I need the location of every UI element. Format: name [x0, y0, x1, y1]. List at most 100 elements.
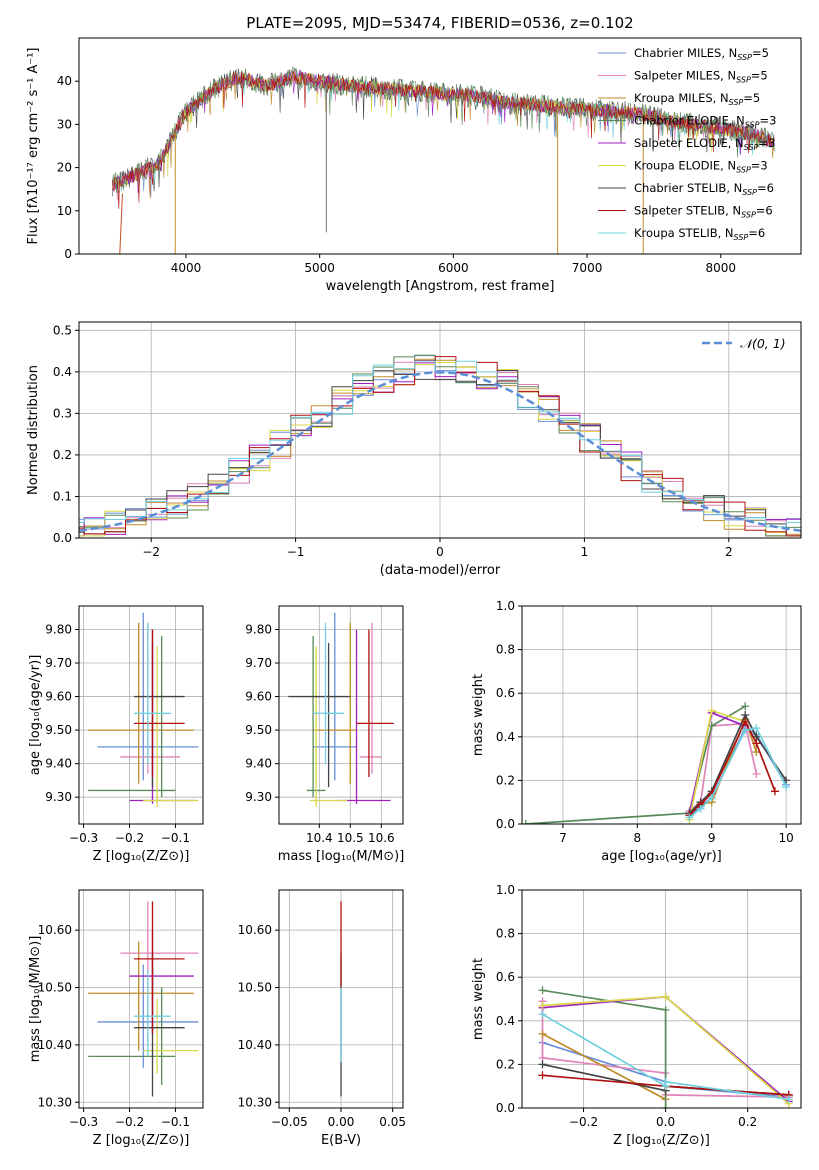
- x-tick-label: 4000: [171, 261, 202, 275]
- x-axis-label: age [log₁₀(age/yr)]: [601, 849, 722, 864]
- y-tick-label: 10: [57, 204, 72, 218]
- y-tick-label: 9.70: [245, 656, 272, 670]
- x-tick-label: 6000: [438, 261, 469, 275]
- weight-marker: [784, 1095, 793, 1104]
- weight-marker: [782, 782, 791, 791]
- weight-marker: [752, 739, 761, 748]
- x-tick-label: 5000: [304, 261, 335, 275]
- weight-marker: [538, 1060, 547, 1069]
- x-tick-label: 7: [559, 831, 567, 845]
- y-tick-label: 0: [64, 247, 72, 261]
- y-tick-label: 9.30: [45, 790, 72, 804]
- age_vs_mass-marks: [288, 612, 394, 808]
- weight-line-kroupa-elodie: [688, 709, 746, 820]
- x-tick-label: 2: [725, 545, 733, 559]
- y-tick-label: 10.40: [38, 1038, 72, 1052]
- weight-marker: [538, 1071, 547, 1080]
- axes-frame: [78, 605, 204, 825]
- x-tick-label: −0.2: [569, 1115, 598, 1129]
- y-tick-label: 0.5: [53, 323, 72, 337]
- y-tick-label: 10.30: [238, 1095, 272, 1109]
- y-tick-label: 9.50: [45, 723, 72, 737]
- mass_vs_Z-marks: [88, 901, 199, 1097]
- y-tick-label: 0.6: [496, 686, 515, 700]
- weight-line-salpeter-stelib: [688, 719, 776, 816]
- y-tick-label: 9.30: [245, 790, 272, 804]
- y-tick-label: 0.6: [496, 970, 515, 984]
- weight-marker: [661, 992, 670, 1001]
- y-tick-label: 0.4: [496, 730, 515, 744]
- axes-frame: [78, 321, 802, 539]
- x-tick-label: −0.1: [161, 1115, 190, 1129]
- y-tick-label: 9.70: [45, 656, 72, 670]
- age_vs_Z-panel: −0.3 −0.2 −0.1 9.30 9.40 9.50 9.60 9.70 9.80 Z [l…: [28, 605, 204, 864]
- weight-marker: [707, 793, 716, 802]
- weight-marker: [696, 804, 705, 813]
- y-axis-label: Flux [fλ10⁻¹⁷ erg cm⁻² s⁻¹ A⁻¹]: [26, 48, 41, 245]
- legend-label: Kroupa MILES, NSSP=5: [634, 91, 760, 107]
- x-tick-label: −0.2: [115, 831, 144, 845]
- y-tick-label: 0.2: [53, 448, 72, 462]
- gaussian-legend-label: 𝒩(0, 1): [740, 336, 786, 351]
- weight_vs_age-marks: [522, 702, 791, 824]
- mass_vs_ebv-panel: −0.05 0.00 0.05 10.30 10.40 10.50 10.60 E(B-V): [238, 889, 406, 1148]
- y-tick-label: 9.40: [245, 757, 272, 771]
- weight-marker: [661, 1104, 670, 1108]
- weight-marker: [538, 1010, 547, 1019]
- histogram-steps: [79, 354, 801, 537]
- y-tick-label: 0.3: [53, 406, 72, 420]
- x-tick-label: −0.3: [69, 1115, 98, 1129]
- spectrum-line-salpeter-stelib: [112, 70, 775, 209]
- figure-title: PLATE=2095, MJD=53474, FIBERID=0536, z=0…: [246, 14, 633, 32]
- spectrum-edge: [119, 193, 123, 254]
- axes-frame: [521, 889, 802, 1109]
- y-tick-label: 0.0: [496, 817, 515, 831]
- y-tick-label: 9.50: [245, 723, 272, 737]
- weight-marker: [538, 986, 547, 995]
- x-tick-label: 1: [581, 545, 589, 559]
- y-tick-label: 10.30: [38, 1095, 72, 1109]
- legend-label: Chabrier STELIB, NSSP=6: [634, 181, 774, 197]
- x-tick-label: −0.2: [115, 1115, 144, 1129]
- y-tick-label: 0.0: [53, 531, 72, 545]
- mass_vs_Z-panel: −0.3 −0.2 −0.1 10.30 10.40 10.50 10.60 Z [log₁₀…: [28, 889, 204, 1148]
- x-tick-label: 8: [633, 831, 641, 845]
- axes-frame: [78, 37, 802, 255]
- axes-frame: [278, 605, 404, 825]
- y-tick-label: 10.40: [238, 1038, 272, 1052]
- axes-frame: [78, 889, 204, 1109]
- y-tick-label: 0.0: [496, 1101, 515, 1115]
- spectrum-line-chabrier-elodie: [112, 66, 775, 194]
- weight-marker: [538, 1001, 547, 1010]
- residuals-panel: −2 −1 0 1 2 0.0 0.1 0.2 0.3 0.4 0.5 (data-model)/er…: [26, 321, 802, 578]
- y-tick-label: 0.2: [496, 773, 515, 787]
- x-tick-label: −0.05: [271, 1115, 308, 1129]
- x-tick-label: 10.4: [306, 831, 333, 845]
- x-axis-label: Z [log₁₀(Z/Z⊙)]: [613, 1133, 710, 1148]
- x-axis-label: E(B-V): [321, 1133, 361, 1148]
- weight-line-chabrier-stelib: [688, 713, 787, 814]
- gaussian-curve: [79, 371, 801, 532]
- x-tick-label: 10.6: [368, 831, 395, 845]
- legend-label: Salpeter STELIB, NSSP=6: [634, 204, 773, 220]
- y-tick-label: 1.0: [496, 883, 515, 897]
- x-tick-label: −0.1: [161, 831, 190, 845]
- y-axis-label: mass weight: [471, 674, 486, 756]
- axes-frame: [278, 889, 404, 1109]
- histogram-kroupa-stelib: [79, 360, 801, 528]
- weight-marker: [741, 717, 750, 726]
- legend-label: Chabrier MILES, NSSP=5: [634, 46, 769, 62]
- x-tick-label: 0.05: [379, 1115, 406, 1129]
- y-tick-label: 20: [57, 161, 72, 175]
- age_vs_mass-panel: 10.4 10.5 10.6 9.30 9.40 9.50 9.60 9.70 9.80 mass…: [245, 605, 404, 864]
- y-tick-label: 9.40: [45, 757, 72, 771]
- x-axis-label: Z [log₁₀(Z/Z⊙)]: [93, 849, 190, 864]
- y-tick-label: 1.0: [496, 599, 515, 613]
- x-tick-label: 9: [708, 831, 716, 845]
- age_vs_Z-marks: [88, 612, 199, 808]
- legend-label: Kroupa STELIB, NSSP=6: [634, 226, 765, 242]
- x-tick-label: 0.0: [656, 1115, 675, 1129]
- weight-marker: [707, 706, 716, 715]
- y-tick-label: 30: [57, 117, 72, 131]
